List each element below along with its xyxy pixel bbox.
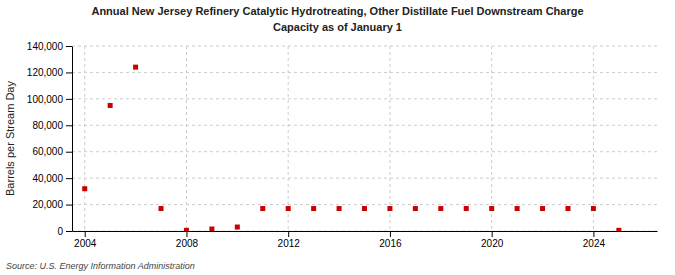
chart: Annual New Jersey Refinery Catalytic Hyd… bbox=[0, 0, 675, 275]
y-tick-label: 80,000 bbox=[32, 120, 63, 131]
point bbox=[591, 206, 596, 211]
y-tick-mark bbox=[66, 231, 72, 232]
grid-line bbox=[72, 231, 657, 232]
x-tick: 2008 bbox=[176, 231, 199, 249]
x-tick-label: 2024 bbox=[583, 238, 606, 249]
grid-line bbox=[72, 178, 657, 179]
point bbox=[108, 103, 113, 108]
grid-line bbox=[72, 46, 657, 47]
x-tick-mark bbox=[85, 231, 86, 237]
y-tick-label: 40,000 bbox=[32, 173, 63, 184]
point bbox=[159, 206, 164, 211]
y-tick-mark bbox=[66, 205, 72, 206]
y-tick-label: 60,000 bbox=[32, 146, 63, 157]
x-axis: 2004 2008 2012 2016 2020 2024 bbox=[73, 231, 658, 249]
y-tick-mark bbox=[66, 72, 72, 73]
y-tick-mark bbox=[66, 125, 72, 126]
point bbox=[362, 206, 367, 211]
grid-line bbox=[72, 204, 657, 205]
point bbox=[209, 227, 214, 231]
point bbox=[337, 206, 342, 211]
x-tick: 2004 bbox=[74, 231, 97, 249]
y-tick: 80,000 bbox=[32, 120, 72, 131]
y-tick-label: 140,000 bbox=[27, 41, 64, 52]
point bbox=[311, 206, 316, 211]
point bbox=[235, 225, 240, 230]
point bbox=[286, 206, 291, 211]
y-tick: 140,000 bbox=[27, 41, 72, 52]
grid-line bbox=[389, 46, 390, 231]
y-axis-line bbox=[72, 47, 73, 232]
y-tick-label: 100,000 bbox=[27, 94, 64, 105]
grid-line bbox=[72, 151, 657, 152]
x-tick-mark bbox=[593, 231, 594, 237]
point bbox=[133, 65, 138, 70]
point bbox=[387, 206, 392, 211]
x-tick-label: 2012 bbox=[278, 238, 301, 249]
y-tick-mark bbox=[66, 152, 72, 153]
grid bbox=[72, 46, 657, 231]
y-tick: 100,000 bbox=[27, 94, 72, 105]
x-axis-line bbox=[73, 231, 658, 232]
y-tick-mark bbox=[66, 99, 72, 100]
subtitle: Capacity as of January 1 bbox=[273, 21, 402, 33]
x-tick: 2024 bbox=[583, 231, 606, 249]
grid-line bbox=[72, 98, 657, 99]
x-tick-mark bbox=[492, 231, 493, 237]
point bbox=[515, 206, 520, 211]
y-axis-title: Barrels per Stream Day bbox=[4, 81, 16, 196]
point bbox=[438, 206, 443, 211]
x-tick-label: 2016 bbox=[379, 238, 402, 249]
x-tick-label: 2004 bbox=[74, 238, 97, 249]
y-tick: 0 bbox=[57, 226, 72, 237]
point bbox=[260, 206, 265, 211]
y-tick-label: 20,000 bbox=[32, 199, 63, 210]
y-tick-mark bbox=[66, 178, 72, 179]
grid-line bbox=[491, 46, 492, 231]
x-tick-label: 2008 bbox=[176, 238, 199, 249]
annotation: Source: U.S. Energy Information Administ… bbox=[6, 261, 195, 271]
grid-line bbox=[288, 46, 289, 231]
x-tick-mark bbox=[288, 231, 289, 237]
grid-line bbox=[593, 46, 594, 231]
point bbox=[565, 206, 570, 211]
y-tick-mark bbox=[66, 46, 72, 47]
point bbox=[82, 186, 87, 191]
x-tick-mark bbox=[186, 231, 187, 237]
point bbox=[540, 206, 545, 211]
point bbox=[184, 228, 189, 231]
grid-line bbox=[72, 72, 657, 73]
x-tick: 2020 bbox=[481, 231, 504, 249]
y-tick-label: 120,000 bbox=[27, 67, 64, 78]
x-tick-mark bbox=[390, 231, 391, 237]
point bbox=[616, 228, 621, 231]
y-tick: 20,000 bbox=[32, 199, 72, 210]
y-tick: 60,000 bbox=[32, 146, 72, 157]
x-tick: 2016 bbox=[379, 231, 402, 249]
y-tick: 120,000 bbox=[27, 67, 72, 78]
x-tick-label: 2020 bbox=[481, 238, 504, 249]
plot: 2004 2008 2012 2016 2020 2024 0 20,000 40,000 60,… bbox=[27, 41, 658, 249]
grid-line bbox=[72, 125, 657, 126]
y-axis: 0 20,000 40,000 60,000 80,000 100,000 120,000 1… bbox=[27, 41, 73, 237]
x-tick: 2012 bbox=[278, 231, 301, 249]
y-tick: 40,000 bbox=[32, 173, 72, 184]
point bbox=[489, 206, 494, 211]
point bbox=[413, 206, 418, 211]
point bbox=[464, 206, 469, 211]
y-tick-label: 0 bbox=[57, 226, 63, 237]
points bbox=[82, 65, 621, 231]
title: Annual New Jersey Refinery Catalytic Hyd… bbox=[91, 5, 583, 17]
grid-line bbox=[186, 46, 187, 231]
grid-line bbox=[84, 46, 85, 231]
